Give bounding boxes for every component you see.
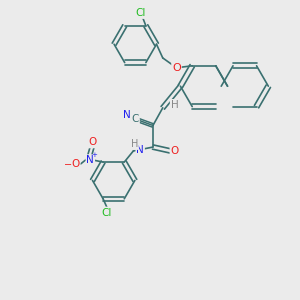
Text: H: H bbox=[130, 139, 138, 149]
Text: N: N bbox=[136, 145, 144, 155]
Text: N: N bbox=[123, 110, 130, 120]
Text: +: + bbox=[91, 152, 97, 158]
Text: N: N bbox=[86, 155, 94, 165]
Text: C: C bbox=[132, 114, 139, 124]
Text: Cl: Cl bbox=[102, 208, 112, 218]
Text: H: H bbox=[171, 100, 178, 110]
Text: O: O bbox=[170, 146, 179, 156]
Text: O: O bbox=[88, 137, 96, 147]
Text: −: − bbox=[64, 160, 72, 170]
Text: Cl: Cl bbox=[136, 8, 146, 18]
Text: O: O bbox=[172, 63, 181, 73]
Text: O: O bbox=[71, 159, 80, 169]
